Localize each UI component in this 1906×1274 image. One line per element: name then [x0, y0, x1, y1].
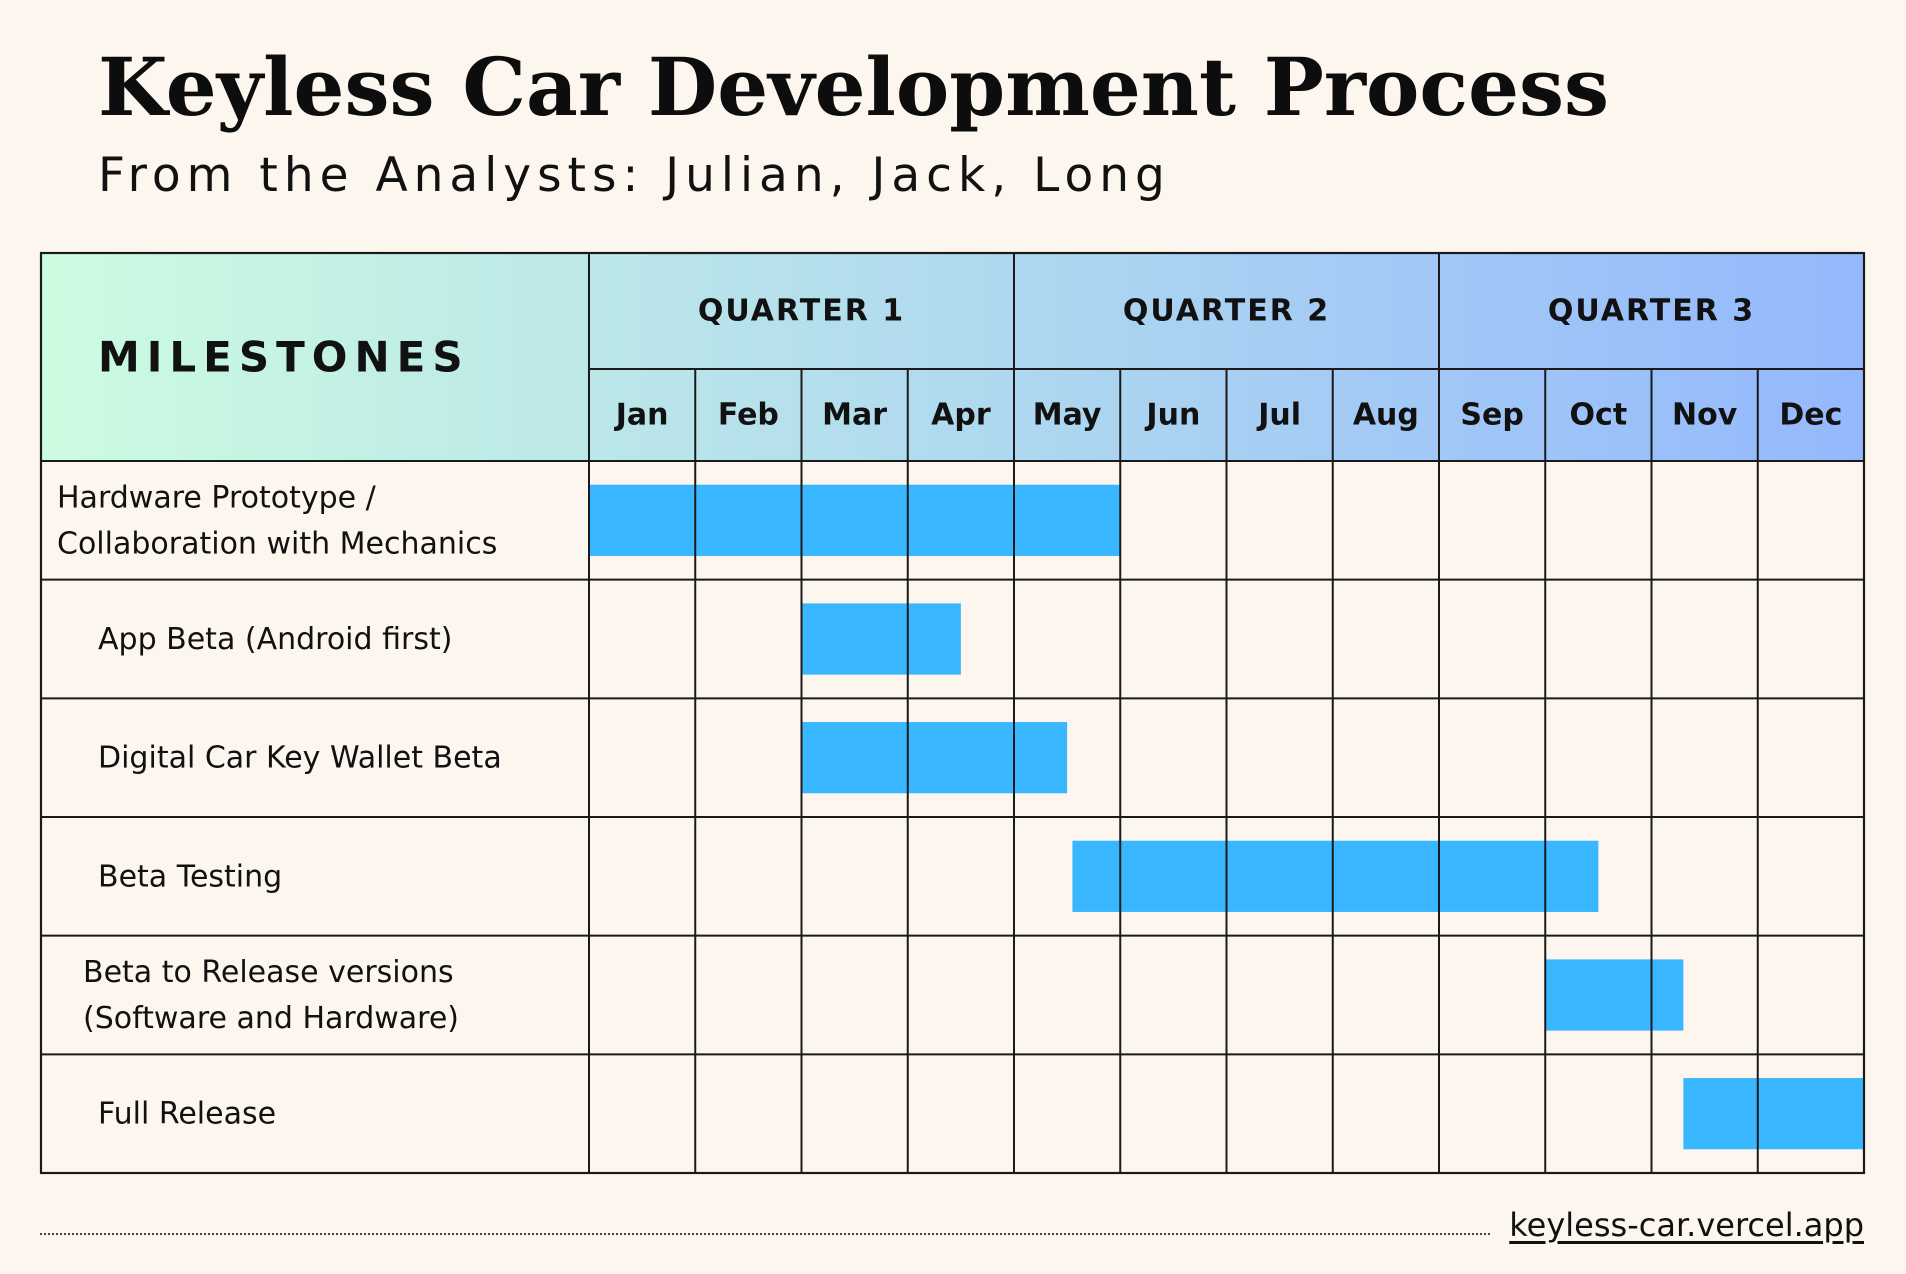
header-background: [41, 253, 1864, 461]
milestone-label: Beta Testing: [98, 859, 282, 894]
milestone-label: Digital Car Key Wallet Beta: [98, 740, 502, 775]
month-label: Dec: [1779, 398, 1842, 433]
gantt-bar: [801, 722, 1068, 794]
page-title: Keyless Car Development Process: [98, 40, 1610, 134]
milestone-label-line: (Software and Hardware): [83, 1001, 459, 1036]
month-label: Apr: [931, 398, 991, 433]
month-label: Jul: [1256, 398, 1301, 433]
month-label: Jun: [1144, 398, 1200, 433]
month-label: May: [1033, 398, 1102, 433]
gantt-bar: [1545, 959, 1684, 1031]
milestone-label-line: Digital Car Key Wallet Beta: [98, 740, 502, 775]
footer-divider: [40, 1233, 1490, 1235]
gantt-bar: [589, 484, 1121, 556]
milestone-label-line: Full Release: [98, 1096, 276, 1131]
milestone-label-line: Beta to Release versions: [83, 955, 454, 990]
month-label: Sep: [1460, 398, 1523, 433]
milestone-label-line: Beta Testing: [98, 859, 282, 894]
gantt-bar: [801, 603, 961, 675]
milestones-header: MILESTONES: [98, 333, 470, 382]
table-border: [39, 251, 1866, 1175]
footer-link[interactable]: keyless-car.vercel.app: [1509, 1206, 1864, 1244]
milestone-label: Hardware Prototype / Collaboration with M…: [57, 480, 497, 561]
milestone-label-line: App Beta (Android first): [98, 622, 452, 657]
milestone-label-line: Hardware Prototype /: [57, 480, 377, 515]
month-label: Mar: [822, 398, 887, 433]
month-label: Nov: [1672, 398, 1738, 433]
page-subtitle: From the Analysts: Julian, Jack, Long: [98, 148, 1171, 203]
gantt-bar: [1683, 1078, 1864, 1150]
month-label: Feb: [718, 398, 779, 433]
gantt-bar: [1072, 840, 1599, 912]
quarter-label: QUARTER 3: [1548, 294, 1755, 329]
month-label: Jan: [614, 398, 669, 433]
quarter-label: QUARTER 2: [1123, 294, 1330, 329]
milestone-label-line: Collaboration with Mechanics: [57, 526, 497, 561]
month-label: Aug: [1353, 398, 1419, 433]
milestone-label: App Beta (Android first): [98, 622, 452, 657]
milestone-label: Beta to Release versions (Software and Ha…: [83, 955, 459, 1036]
milestone-label: Full Release: [98, 1096, 276, 1131]
quarter-label: QUARTER 1: [698, 294, 905, 329]
month-label: Oct: [1570, 398, 1628, 433]
